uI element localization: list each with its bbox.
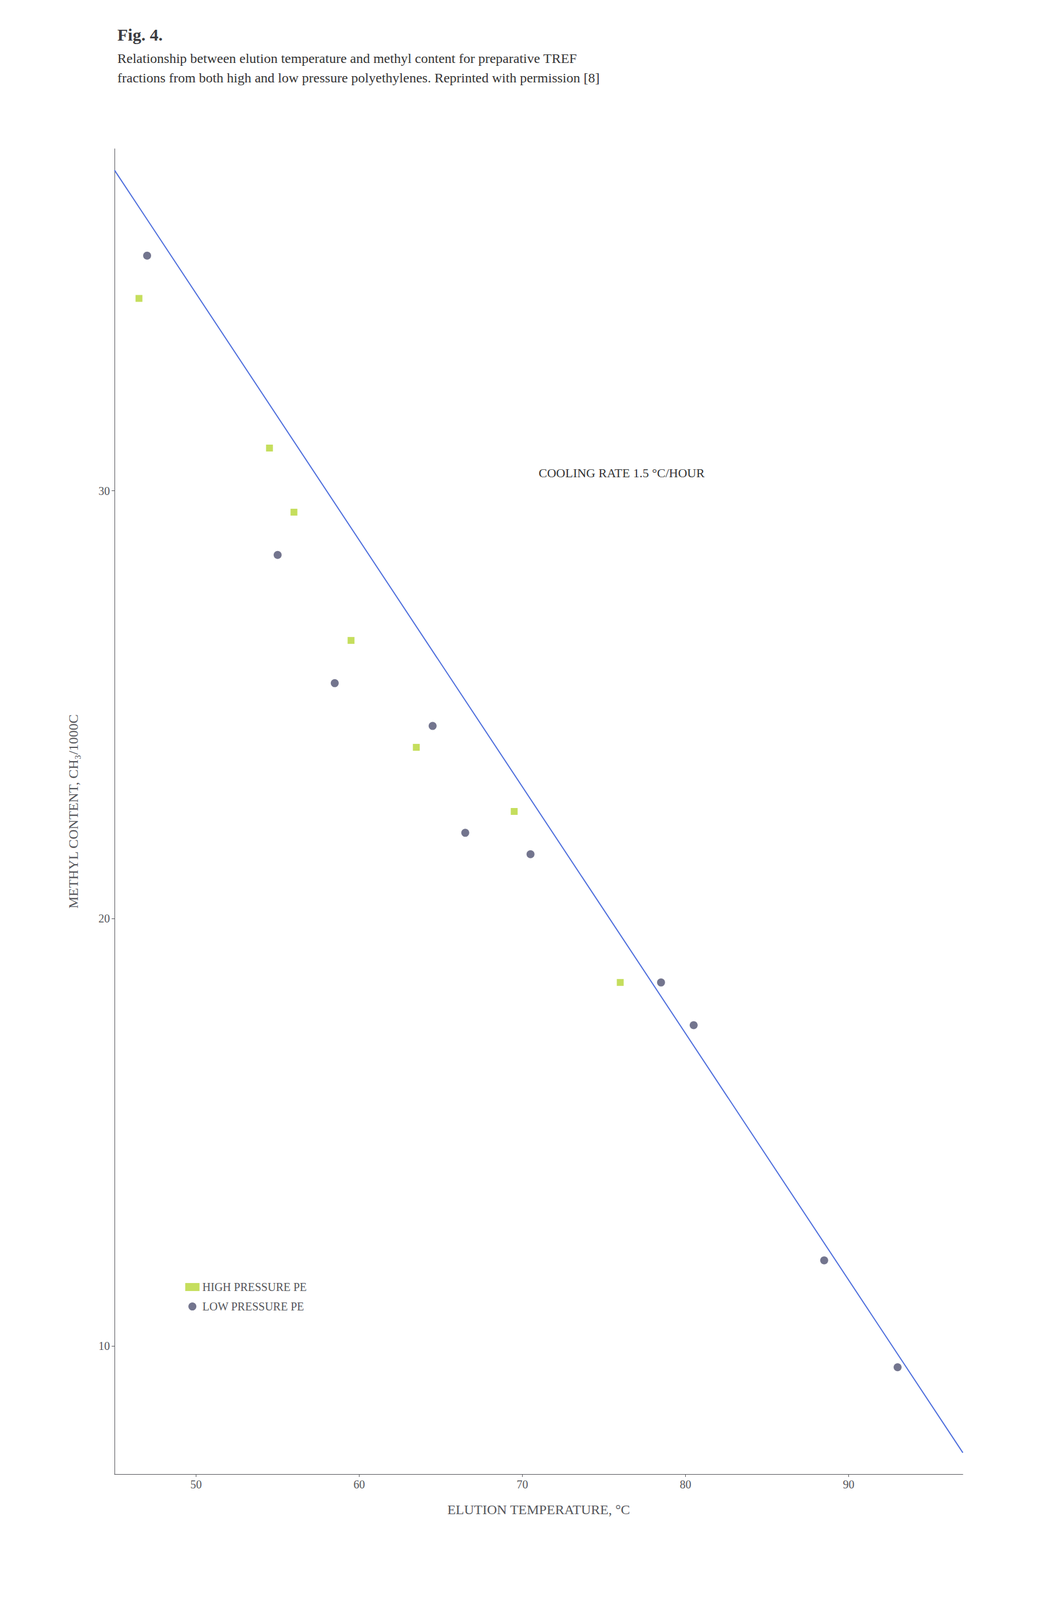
svg-text:LOW PRESSURE PE: LOW PRESSURE PE [202,1300,304,1314]
svg-text:80: 80 [680,1478,692,1492]
svg-text:10: 10 [98,1340,110,1353]
svg-text:ELUTION TEMPERATURE, °C: ELUTION TEMPERATURE, °C [447,1502,630,1518]
svg-text:50: 50 [190,1478,203,1492]
svg-text:fractions from both high and l: fractions from both high and low pressur… [117,70,600,86]
svg-text:90: 90 [843,1478,855,1492]
svg-text:COOLING RATE 1.5 °C/HOUR: COOLING RATE 1.5 °C/HOUR [538,465,705,481]
svg-text:HIGH PRESSURE PE: HIGH PRESSURE PE [202,1281,307,1294]
svg-text:METHYL CONTENT, CH₃/1000C: METHYL CONTENT, CH₃/1000C [65,714,81,910]
svg-text:Fig. 4.: Fig. 4. [117,25,163,45]
svg-text:Relationship between elution t: Relationship between elution temperature… [117,50,578,66]
svg-text:20: 20 [98,912,110,926]
svg-text:60: 60 [353,1478,366,1492]
svg-text:70: 70 [516,1478,529,1492]
svg-text:30: 30 [98,484,110,498]
